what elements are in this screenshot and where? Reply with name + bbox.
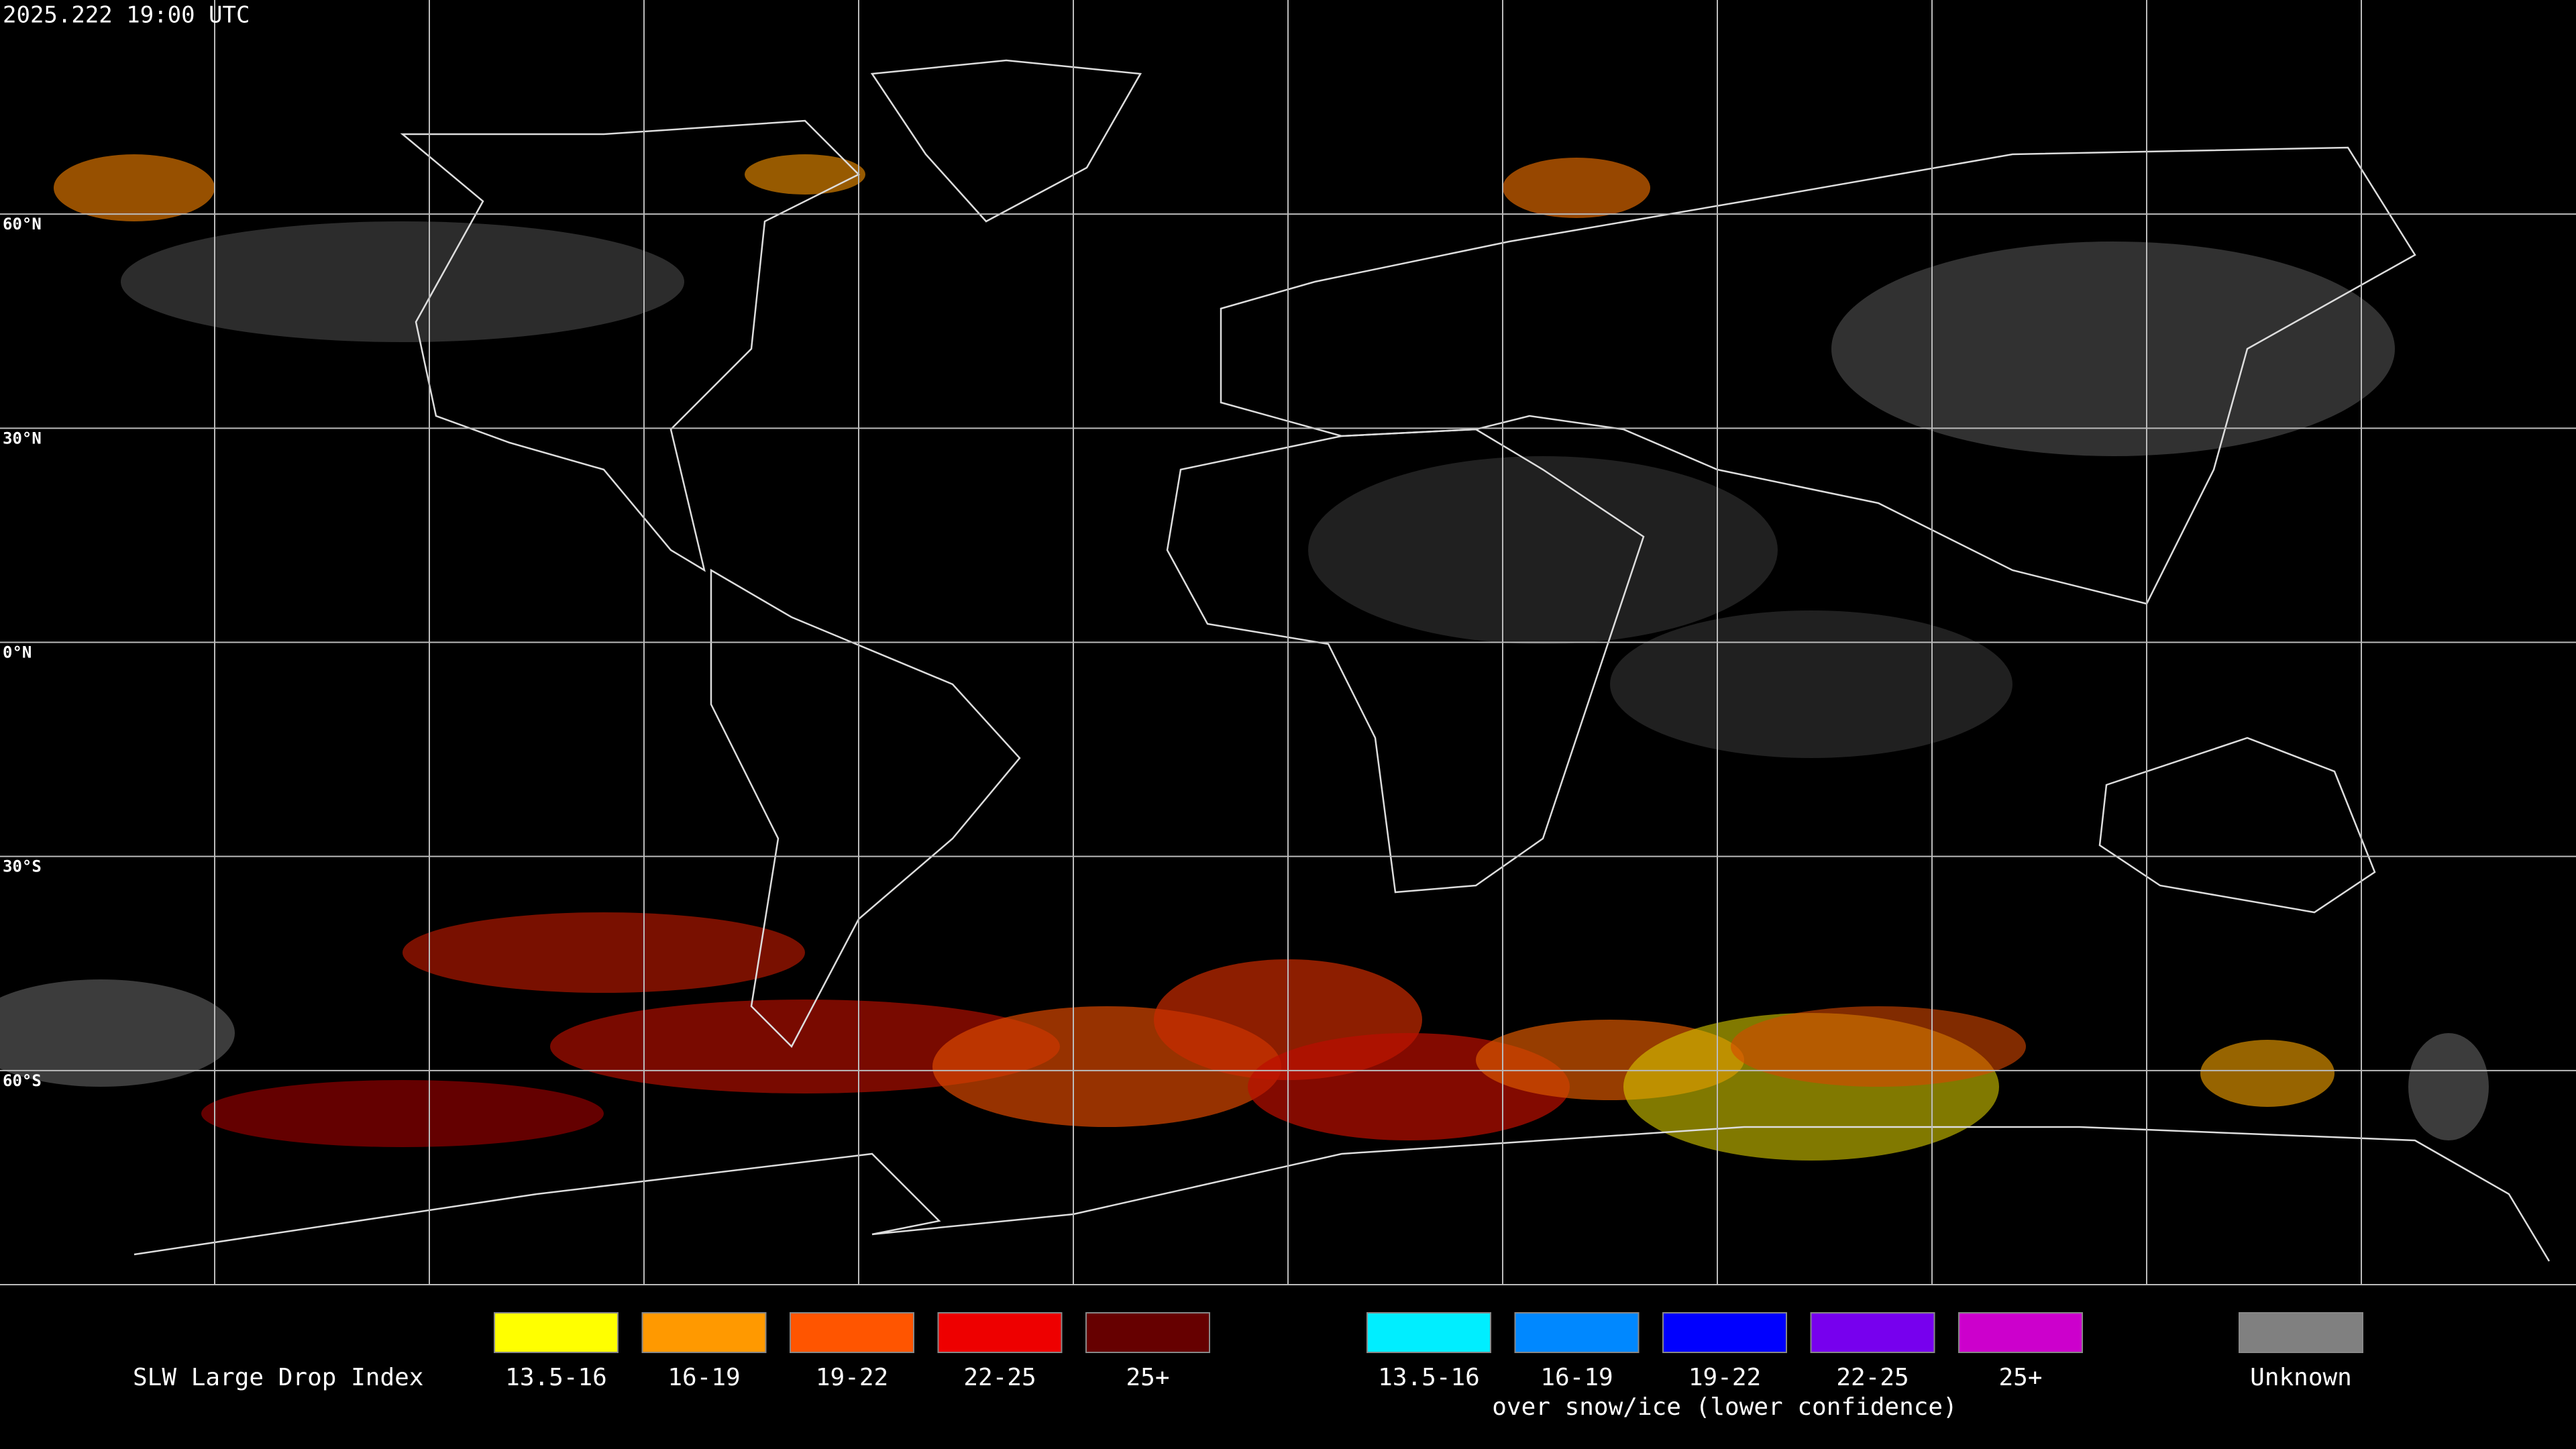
legend-swatch (2239, 1312, 2363, 1353)
legend-swatch (1958, 1312, 2083, 1353)
legend-label: 16-19 (667, 1364, 740, 1391)
legend-swatch (1366, 1312, 1491, 1353)
legend-label: 13.5-16 (1378, 1364, 1480, 1391)
latitude-label: 30°N (3, 429, 42, 447)
legend-caption: over snow/ice (lower confidence) (1492, 1393, 1957, 1421)
legend-swatch (1810, 1312, 1935, 1353)
legend-swatch (937, 1312, 1063, 1353)
timestamp: 2025.222 19:00 UTC (3, 2, 250, 29)
legend-label: 19-22 (1688, 1364, 1761, 1391)
legend-swatch (1085, 1312, 1210, 1353)
legend-swatch (641, 1312, 767, 1353)
legend-swatch (1514, 1312, 1640, 1353)
legend-swatch (790, 1312, 914, 1353)
legend-label: Unknown (2250, 1364, 2352, 1391)
legend-label: 19-22 (816, 1364, 888, 1391)
legend: SLW Large Drop Index 13.5-16 16-19 19-22 22… (133, 1312, 2363, 1421)
legend-label: 22-25 (1836, 1364, 1909, 1391)
cloud-patches (0, 154, 2489, 1161)
legend-swatch (1662, 1312, 1787, 1353)
latitude-label: 60°N (3, 215, 42, 233)
legend-swatch (494, 1312, 619, 1353)
legend-label: 13.5-16 (505, 1364, 607, 1391)
latitude-label: 0°N (3, 643, 32, 662)
graticule (0, 0, 2576, 1285)
legend-label: 25+ (1126, 1364, 1169, 1391)
legend-label: 25+ (1998, 1364, 2042, 1391)
legend-title: SLW Large Drop Index (133, 1364, 423, 1391)
map: 60°N 30°N 0°N 30°S 60°S (0, 0, 2576, 1285)
legend-label: 16-19 (1540, 1364, 1613, 1391)
latitude-labels: 60°N 30°N 0°N 30°S 60°S (3, 215, 42, 1090)
latitude-label: 30°S (3, 857, 42, 876)
legend-label: 22-25 (963, 1364, 1036, 1391)
latitude-label: 60°S (3, 1071, 42, 1090)
